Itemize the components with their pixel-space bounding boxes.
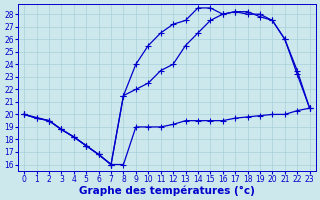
X-axis label: Graphe des températures (°c): Graphe des températures (°c) [79, 185, 255, 196]
